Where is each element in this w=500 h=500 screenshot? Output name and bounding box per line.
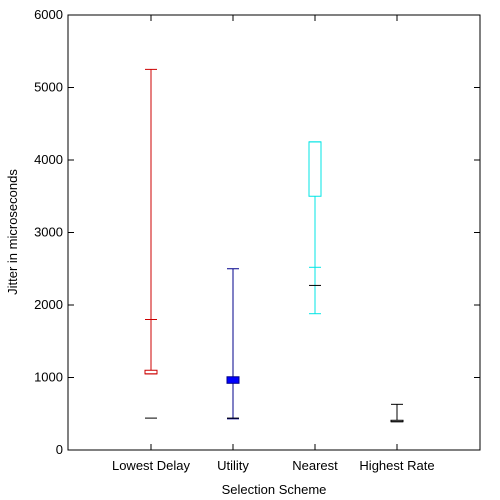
y-tick-label: 4000: [34, 152, 63, 167]
y-tick-label: 2000: [34, 297, 63, 312]
box-body: [308, 141, 322, 197]
x-tick-label: Lowest Delay: [112, 458, 191, 473]
box-highest-rate: [390, 403, 404, 423]
y-tick-label: 6000: [34, 7, 63, 22]
y-axis: 0 1000 2000 3000 4000 5000 6000: [34, 7, 480, 457]
box-lowest-delay: [144, 68, 158, 419]
box-utility: [226, 268, 240, 420]
x-tick-label: Highest Rate: [359, 458, 434, 473]
box-nearest: [308, 141, 322, 315]
box-body: [226, 376, 240, 384]
x-axis: Lowest Delay Utility Nearest Highest Rate: [112, 15, 435, 473]
y-tick-label: 1000: [34, 370, 63, 385]
plot-frame: [67, 14, 481, 451]
x-tick-label: Nearest: [292, 458, 338, 473]
box-body: [144, 369, 158, 375]
x-axis-label: Selection Scheme: [222, 482, 327, 497]
box-body: [390, 419, 404, 423]
y-tick-label: 3000: [34, 225, 63, 240]
y-axis-label: Jitter in microseconds: [5, 169, 20, 295]
x-tick-label: Utility: [217, 458, 249, 473]
box-series: [144, 68, 404, 423]
y-tick-label: 5000: [34, 80, 63, 95]
y-tick-label: 0: [56, 442, 63, 457]
